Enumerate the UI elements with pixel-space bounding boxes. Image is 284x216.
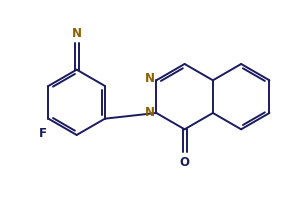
Text: N: N <box>145 72 155 85</box>
Text: O: O <box>179 156 190 169</box>
Text: N: N <box>145 106 155 119</box>
Text: N: N <box>72 27 82 40</box>
Text: F: F <box>39 127 47 140</box>
